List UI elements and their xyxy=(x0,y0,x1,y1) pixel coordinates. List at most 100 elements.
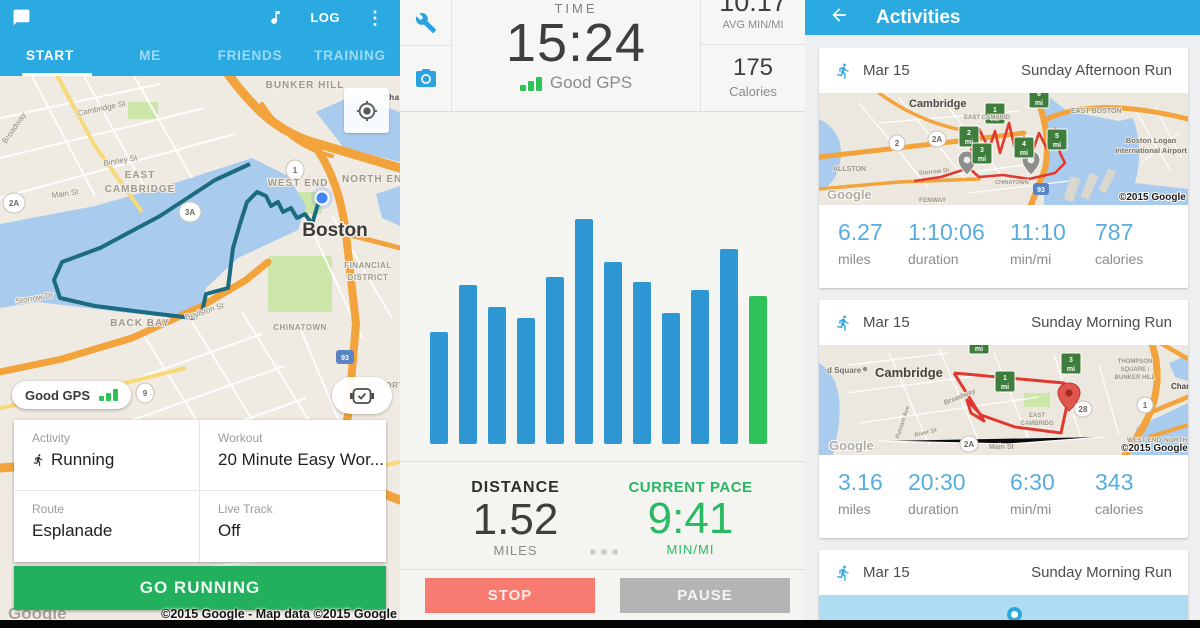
run-settings-card: Activity Running Workout 20 Minute Easy … xyxy=(14,420,386,562)
avg-pace-label: AVG MIN/MI xyxy=(722,19,784,31)
activity-card-2[interactable]: Mar 15 Sunday Morning Run xyxy=(819,300,1188,538)
label-east-cambridge: EAST CAMBRID xyxy=(964,115,1011,121)
mile-marker-1: 1 mi xyxy=(994,370,1016,393)
stat-miles: 6.27 miles xyxy=(838,219,883,267)
shield-3a: 3A xyxy=(185,208,195,217)
label-east-cambridge2: CAMBRIDGE xyxy=(105,184,176,195)
my-location-button[interactable] xyxy=(344,88,389,133)
pause-button[interactable]: PAUSE xyxy=(620,578,790,613)
label-boston: Boston xyxy=(302,220,367,241)
activity-card-1[interactable]: Mar 15 Sunday Afternoon Run xyxy=(819,48,1188,288)
route-shields: 1 2A 3A 9 90 93 xyxy=(2,159,354,468)
stop-button[interactable]: STOP xyxy=(425,578,595,613)
activity-card-header: Mar 15 Sunday Morning Run xyxy=(819,550,1188,595)
tracking-stats-header: TIME 15:24 Good GPS 10.17 AVG MIN/MI 175… xyxy=(400,0,805,112)
label-back-bay: BACK BAY xyxy=(110,318,170,329)
pace-bar xyxy=(662,313,680,444)
map-copyright: ©2015 Google xyxy=(1121,443,1188,454)
label-west-end: WEST END xyxy=(1127,437,1162,444)
time-value: 15:24 xyxy=(505,13,647,73)
svg-text:1: 1 xyxy=(993,107,997,114)
gps-signal-bars-icon xyxy=(519,77,542,92)
svg-text:2: 2 xyxy=(967,130,971,137)
activity-card-header: Mar 15 Sunday Afternoon Run xyxy=(819,48,1188,93)
pace-chart xyxy=(400,113,805,462)
music-icon[interactable] xyxy=(267,9,284,26)
page-indicator-dots[interactable] xyxy=(590,549,618,555)
workout-setting[interactable]: Workout 20 Minute Easy Wor... xyxy=(200,420,386,491)
pace-bar xyxy=(430,332,448,444)
stat-pace: 11:10 min/mi xyxy=(1010,219,1066,267)
go-running-button[interactable]: GO RUNNING xyxy=(14,566,386,610)
label-thompson-1: THOMPSON xyxy=(1118,359,1153,365)
activities-list: Mar 15 Sunday Afternoon Run xyxy=(805,35,1200,628)
chat-icon[interactable] xyxy=(12,8,31,27)
camera-icon xyxy=(415,69,436,87)
svg-text:6: 6 xyxy=(1037,93,1041,98)
activity-setting[interactable]: Activity Running xyxy=(14,420,200,491)
shield-2a: 2A xyxy=(964,440,974,449)
tab-start[interactable]: START xyxy=(26,48,74,63)
avg-pace-cell: 10.17 AVG MIN/MI xyxy=(701,0,805,45)
activity-card-3[interactable]: Mar 15 Sunday Morning Run xyxy=(819,550,1188,626)
activity-value: Running xyxy=(51,450,115,469)
shield-93: 93 xyxy=(341,355,349,362)
svg-text:3: 3 xyxy=(1069,357,1073,364)
gps-signal-bars-icon xyxy=(99,389,118,401)
pace-bar xyxy=(691,290,709,444)
svg-text:mi: mi xyxy=(1035,100,1043,107)
route-setting[interactable]: Route Esplanade xyxy=(14,491,200,562)
activity-map-1[interactable]: 1 mi 6 mi 2 mi xyxy=(819,93,1188,205)
label-main-st: Main St xyxy=(989,444,1015,451)
google-watermark: Google xyxy=(827,187,872,202)
stat-duration: 20:30 duration xyxy=(908,469,966,517)
camera-tool-button[interactable] xyxy=(400,46,451,112)
pace-bar xyxy=(749,296,767,444)
activity-stats: 6.27 miles 1:10:06 duration 11:10 min/mi… xyxy=(819,205,1188,288)
activity-date: Mar 15 xyxy=(863,314,910,331)
tab-friends[interactable]: FRIENDS xyxy=(217,48,283,63)
pace-bar xyxy=(546,277,564,444)
pace-bar xyxy=(575,219,593,444)
shield-1: 1 xyxy=(293,166,298,175)
watch-connect-button[interactable] xyxy=(332,377,392,414)
label-charlestown: Charle xyxy=(383,93,400,102)
workout-value: 20 Minute Easy Wor... xyxy=(218,450,384,469)
activities-title: Activities xyxy=(876,6,961,28)
pace-bar xyxy=(720,249,738,444)
label-east-cambridge-2: CAMBRIDG xyxy=(1021,421,1054,427)
log-button[interactable]: LOG xyxy=(310,10,340,25)
tool-column xyxy=(400,0,452,112)
map-copyright: ©2015 Google xyxy=(1119,192,1186,203)
label-thompson-3: BUNKER HILL xyxy=(1115,375,1156,381)
svg-text:mi: mi xyxy=(978,156,986,163)
back-button[interactable] xyxy=(829,5,849,30)
active-tab-underline xyxy=(22,73,92,76)
svg-text:mi: mi xyxy=(965,139,973,146)
pace-bar xyxy=(633,282,651,444)
map-copyright: ©2015 Google - Map data ©2015 Google xyxy=(161,607,397,621)
shield-2a: 2A xyxy=(932,135,942,144)
shield-2a: 2A xyxy=(9,199,19,208)
tracking-panel: TIME 15:24 Good GPS 10.17 AVG MIN/MI 175… xyxy=(400,0,805,628)
label-airport-1: Boston Logan xyxy=(1126,136,1177,145)
activity-map-2[interactable]: mi 1 mi 3 mi d Square xyxy=(819,345,1188,455)
watch-icon xyxy=(350,387,374,404)
stat-duration: 1:10:06 duration xyxy=(908,219,985,267)
live-track-label: Live Track xyxy=(218,502,273,516)
label-fenway: FENWAY xyxy=(919,197,947,204)
overflow-menu-icon[interactable]: ⋮ xyxy=(366,7,384,28)
label-thompson-2: SQUARE / xyxy=(1120,367,1149,373)
live-track-setting[interactable]: Live Track Off xyxy=(200,491,386,562)
shield-2: 2 xyxy=(895,139,900,148)
tab-training[interactable]: TRAINING xyxy=(314,48,386,63)
workout-label: Workout xyxy=(218,431,263,445)
pace-bar xyxy=(517,318,535,444)
tab-me[interactable]: ME xyxy=(139,48,161,63)
settings-tool-button[interactable] xyxy=(400,0,451,46)
label-bunker-hill: BUNKER HILL xyxy=(266,80,345,91)
pace-bar xyxy=(488,307,506,444)
mile-marker-4: 4 mi xyxy=(1013,136,1035,159)
shield-93: 93 xyxy=(1037,187,1045,194)
current-pace-block: CURRENT PACE 9:41 MIN/MI xyxy=(598,479,783,557)
